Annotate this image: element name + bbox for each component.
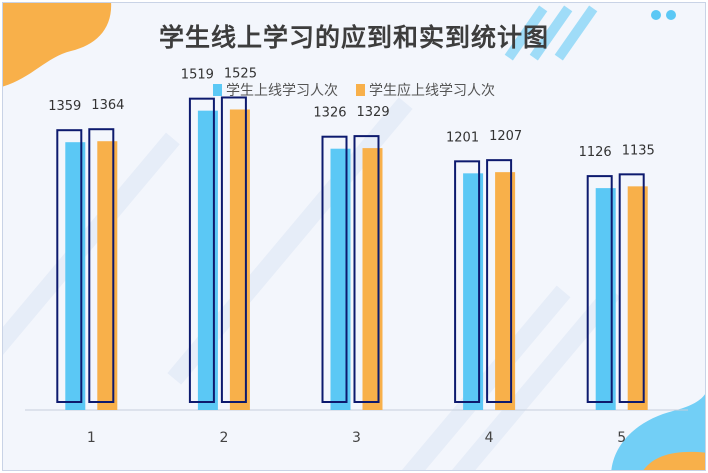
bar-outline-series-2	[88, 128, 115, 403]
chart-title: 学生线上学习的应到和实到统计图	[158, 23, 549, 52]
bar-outline-series-2	[618, 173, 645, 403]
bar-outline-series-2	[220, 96, 247, 403]
legend-swatch-series-2	[356, 84, 365, 96]
legend-item-series-1: 学生上线学习人次	[213, 80, 338, 100]
bar-outline-series-2	[353, 135, 380, 403]
data-label-series-1: 1359	[48, 99, 81, 114]
orange-blob-decoration-bottom	[643, 451, 705, 470]
blue-blob-decoration	[611, 393, 705, 470]
legend: 学生上线学习人次 学生应上线学习人次	[0, 80, 708, 100]
data-label-series-1: 1201	[446, 130, 479, 145]
x-tick-label: 4	[485, 430, 494, 446]
legend-swatch-series-1	[213, 84, 222, 96]
stripe-decoration-top	[504, 5, 598, 61]
legend-label-series-2: 学生应上线学习人次	[369, 83, 495, 99]
data-label-series-2: 1135	[622, 143, 655, 158]
x-tick-label: 2	[219, 430, 228, 446]
bar-outline-series-2	[486, 159, 513, 403]
data-label-series-2: 1329	[357, 105, 390, 120]
dot-decoration	[666, 10, 676, 20]
bar-outline-series-1	[454, 160, 481, 403]
orange-blob-decoration	[3, 3, 111, 87]
dot-decoration	[651, 10, 661, 20]
data-label-series-2: 1207	[489, 129, 522, 144]
data-label-series-1: 1519	[181, 68, 214, 83]
x-tick-label: 5	[617, 430, 626, 446]
data-label-series-1: 1126	[579, 145, 612, 160]
bar-outline-series-1	[586, 175, 613, 403]
data-label-series-2: 1525	[224, 66, 257, 81]
bar-outline-series-1	[321, 135, 348, 403]
legend-label-series-1: 学生上线学习人次	[226, 83, 338, 99]
x-tick-label: 3	[352, 430, 361, 446]
bar-outline-series-1	[56, 129, 83, 403]
x-tick-label: 1	[87, 430, 96, 446]
bar-outline-series-1	[188, 97, 215, 404]
data-label-series-2: 1364	[91, 98, 124, 113]
legend-item-series-2: 学生应上线学习人次	[356, 80, 495, 100]
data-label-series-1: 1326	[313, 106, 346, 121]
bar-series-2	[495, 172, 516, 410]
